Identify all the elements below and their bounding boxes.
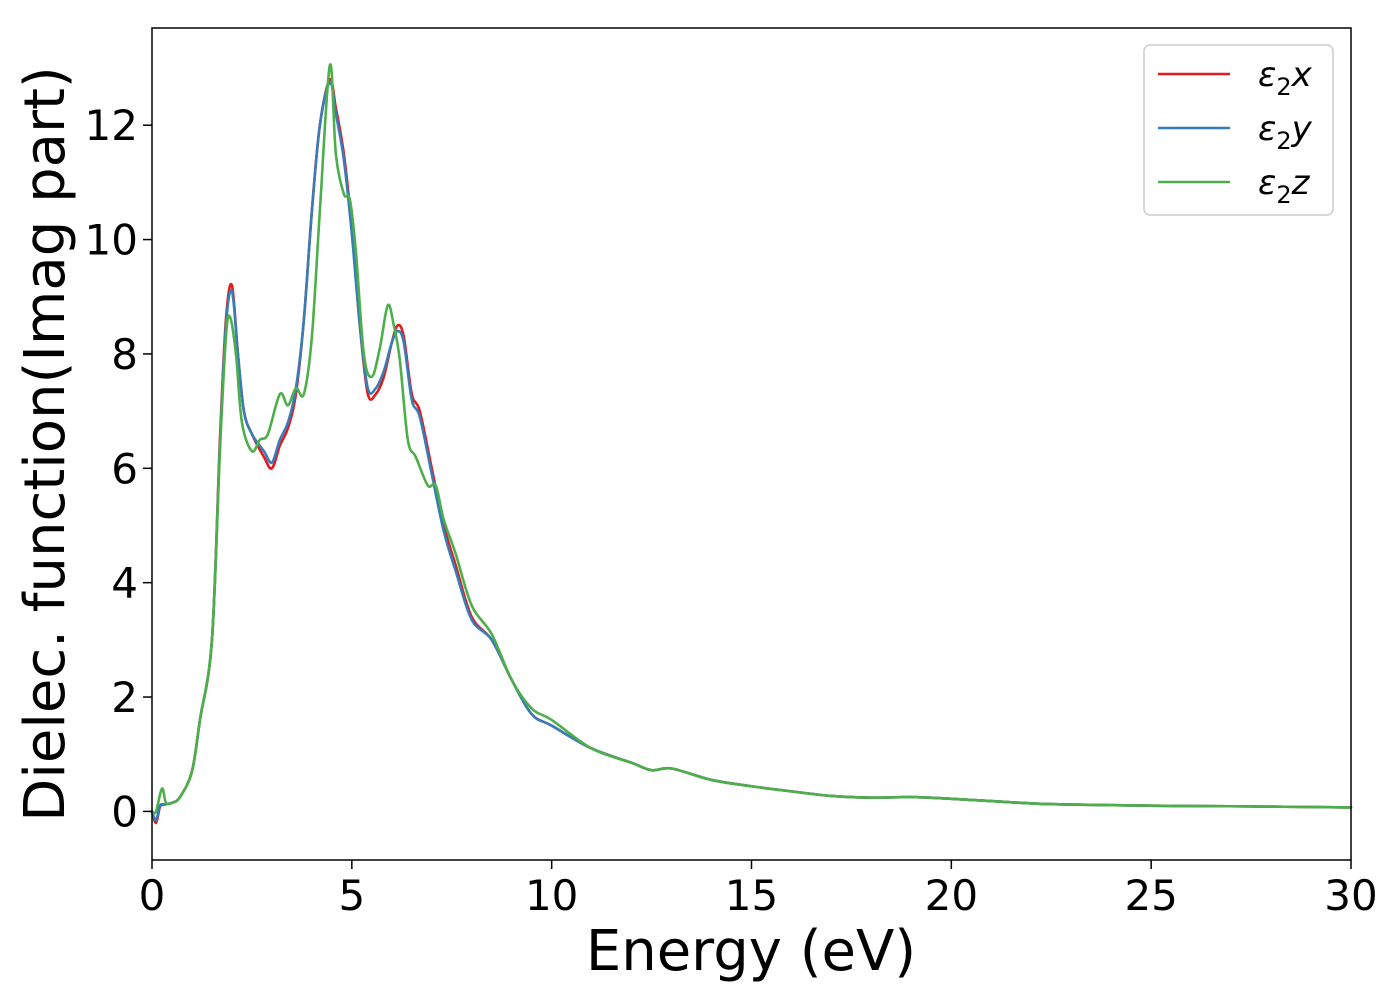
x-tick-label: 15 — [725, 871, 778, 920]
x-tick-label: 30 — [1324, 871, 1377, 920]
y-axis-ticks: 0 2 4 6 8 10 12 — [85, 101, 152, 836]
x-tick-label: 5 — [338, 871, 365, 920]
x-axis-ticks: 0 5 10 15 20 25 30 — [139, 860, 1378, 920]
x-tick-label: 20 — [925, 871, 978, 920]
x-tick-label: 10 — [525, 871, 578, 920]
legend-symbol: ε — [1258, 163, 1276, 203]
series-line-z — [150, 63, 1353, 815]
y-tick-label: 2 — [111, 673, 138, 722]
y-axis-label: Dielec. function(Imag part) — [13, 66, 78, 822]
legend-variable: y — [1291, 109, 1313, 149]
series-layer — [150, 63, 1353, 825]
legend-label-z: ε2z — [1258, 163, 1311, 209]
legend-variable: z — [1291, 163, 1311, 203]
y-tick-label: 8 — [111, 330, 138, 379]
y-tick-label: 4 — [111, 559, 138, 608]
x-axis-label: Energy (eV) — [586, 919, 916, 984]
legend-label-y: ε2y — [1258, 109, 1313, 155]
x-tick-label: 25 — [1124, 871, 1177, 920]
legend-label-x: ε2x — [1258, 55, 1313, 101]
legend-symbol: ε — [1258, 55, 1276, 95]
y-tick-label: 12 — [85, 101, 138, 150]
legend-subscript: 2 — [1276, 73, 1291, 101]
legend-subscript: 2 — [1276, 181, 1291, 209]
legend-variable: x — [1291, 55, 1313, 95]
legend-subscript: 2 — [1276, 127, 1291, 155]
x-tick-label: 0 — [139, 871, 166, 920]
y-tick-label: 10 — [85, 216, 138, 265]
legend-box — [1143, 44, 1334, 216]
y-tick-label: 0 — [111, 787, 138, 836]
y-tick-label: 6 — [111, 444, 138, 493]
legend-symbol: ε — [1258, 109, 1276, 149]
